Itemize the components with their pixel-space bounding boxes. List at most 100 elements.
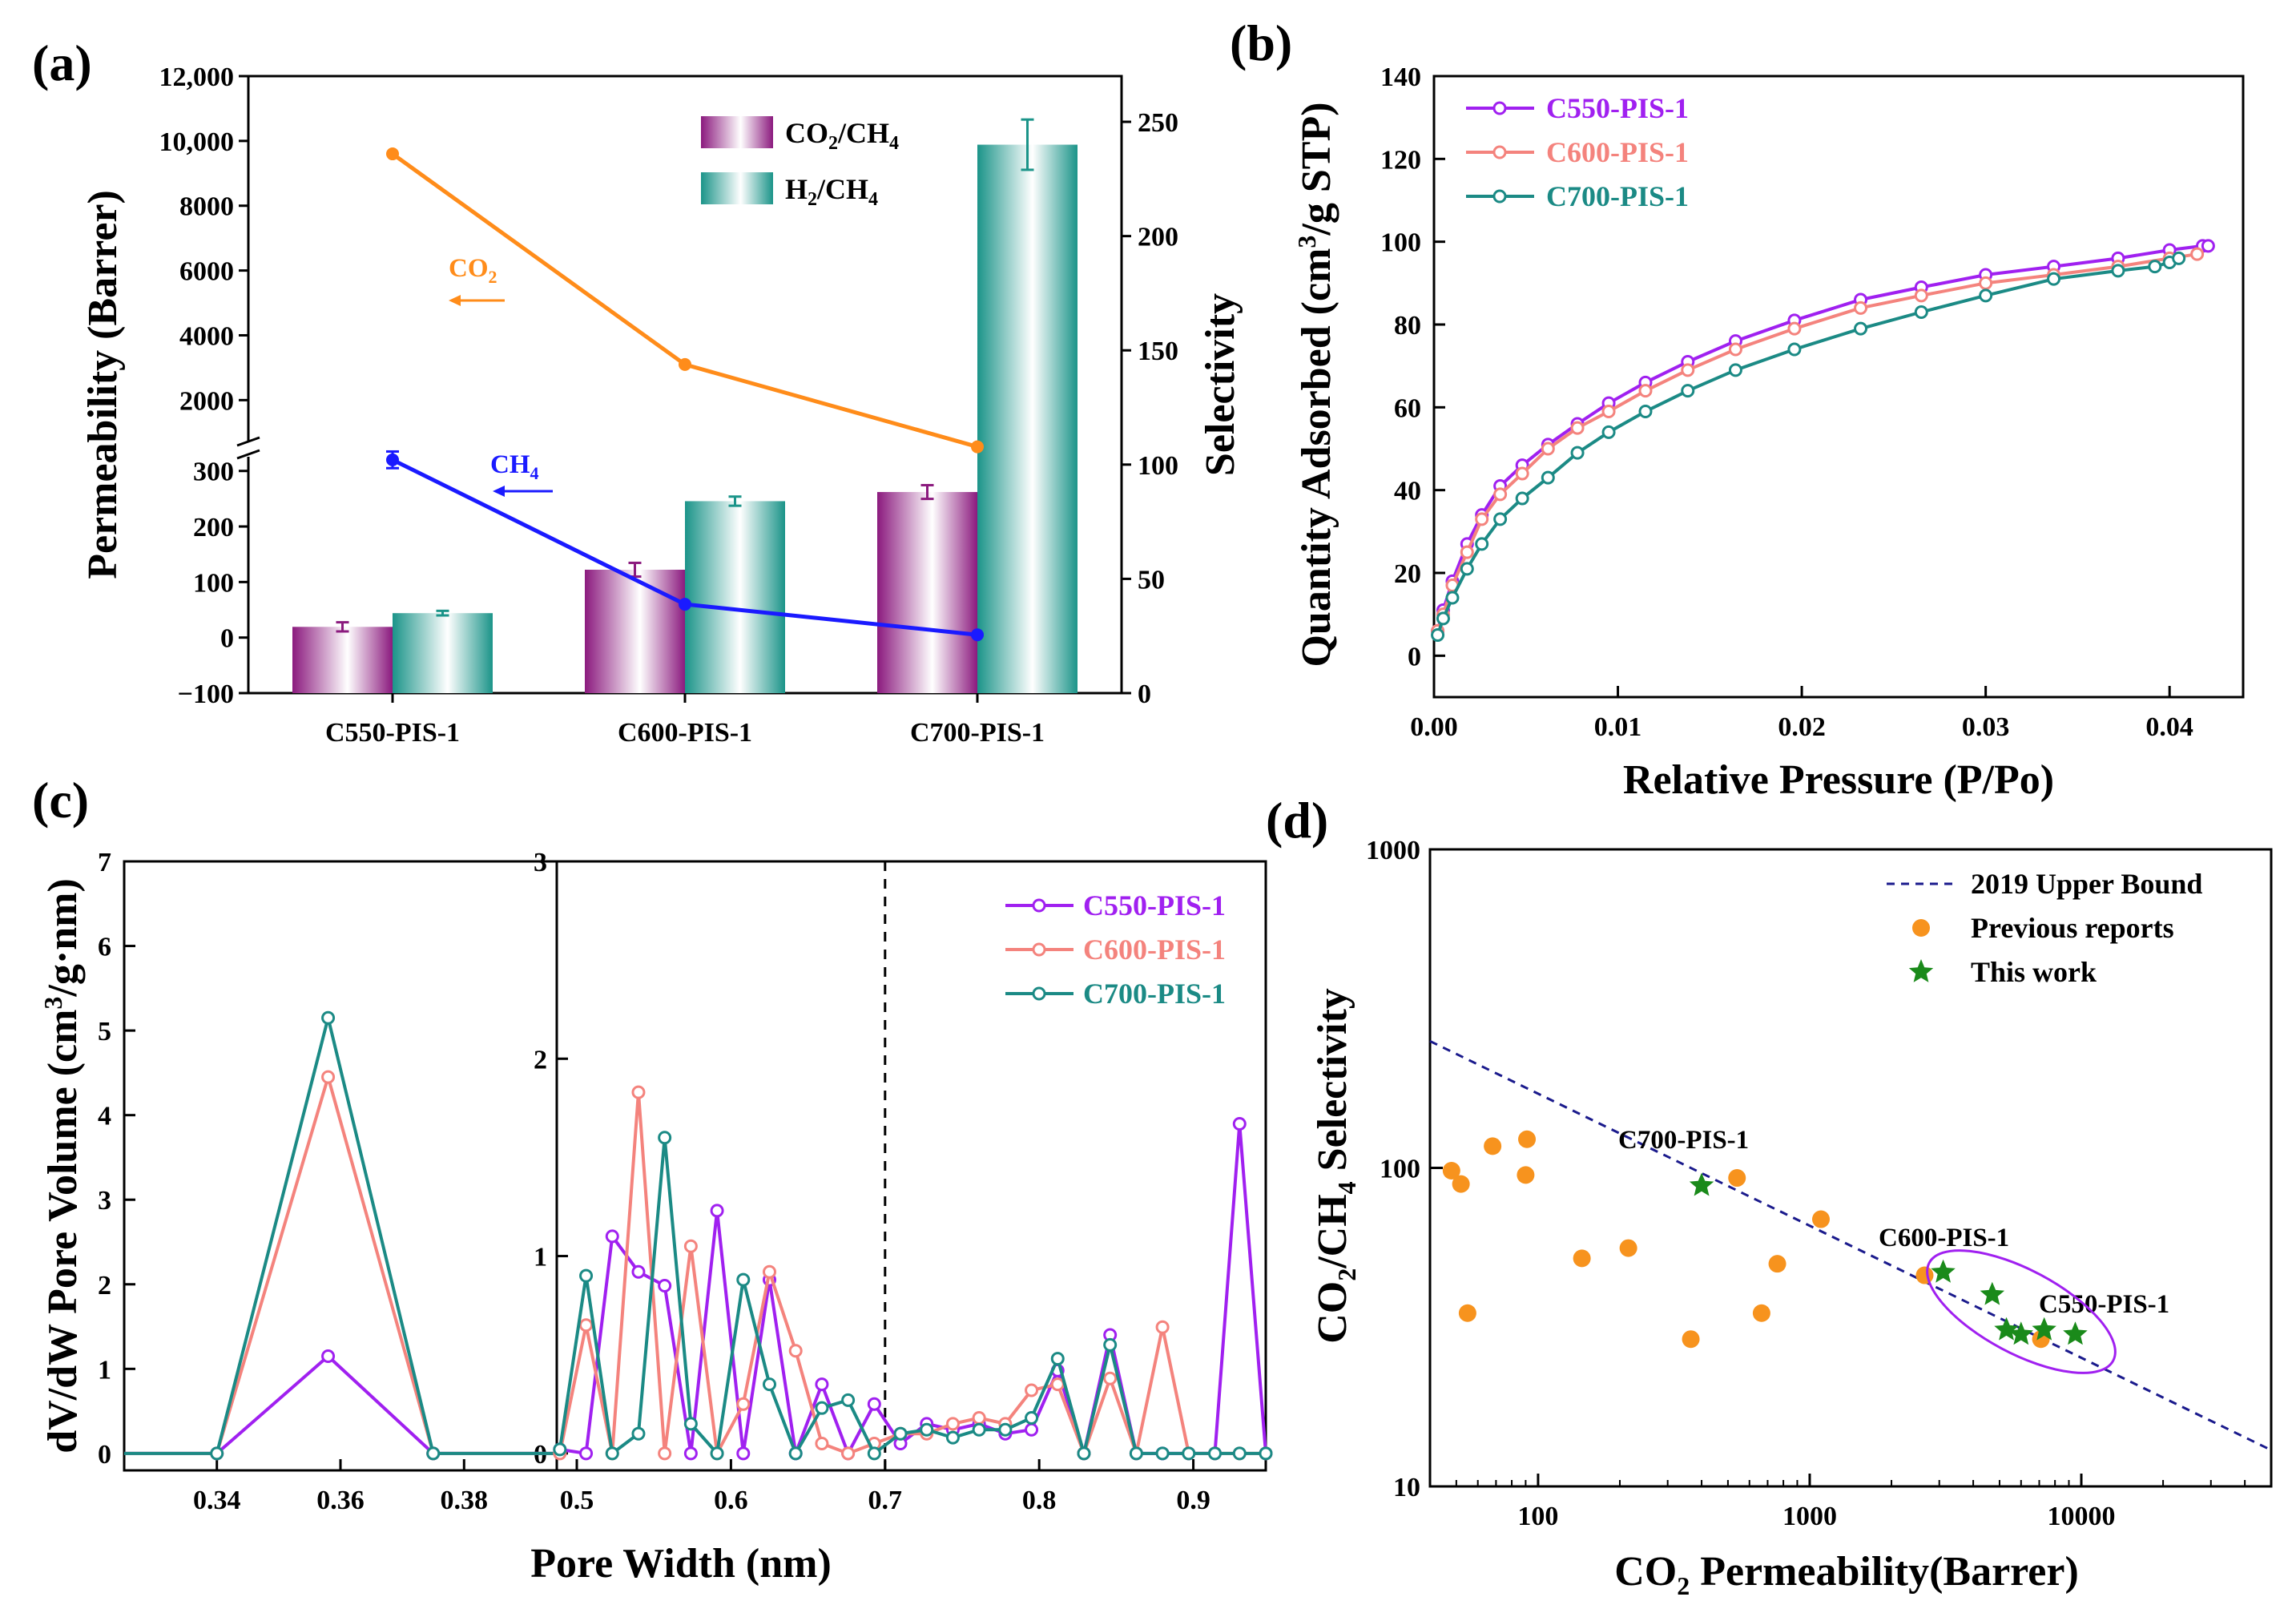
a-left-tick-label: −100 [178,679,234,709]
b-point-c700-pis-1 [1570,446,1585,460]
b-point-c600-pis-1 [1601,405,1616,418]
a-point-co2 [386,147,399,161]
d-y-tick-label: 1000 [1366,836,1420,865]
b-point-c600-pis-1 [1493,487,1508,502]
b-point-c600-pis-1 [1914,288,1928,303]
panel-label-c: (c) [32,772,89,829]
c-left-x-tick-label: 0.34 [193,1486,241,1515]
c-right-line-c700-pis-1 [558,1137,1266,1460]
panel-label-d: (d) [1266,792,1328,849]
c-right-point-c700-pis-1 [579,1268,594,1283]
c-right-point-c600-pis-1 [1025,1383,1039,1397]
c-right-point-c700-pis-1 [605,1446,619,1461]
c-left-x-tick-label: 0.36 [316,1486,365,1515]
b-point-c700-pis-1 [1979,288,1993,303]
d-legend-this-work-marker [1908,959,1934,982]
b-point-c600-pis-1 [1515,466,1529,481]
panel-c-left-frame [123,860,558,1472]
a-left-tick-label: 2000 [179,386,234,416]
c-right-point-c550-pis-1 [736,1446,751,1461]
a-left-tick-label: 300 [193,458,234,487]
c-right-point-c550-pis-1 [1025,1422,1039,1437]
b-point-c600-pis-1 [2190,247,2205,261]
b-point-c700-pis-1 [2148,260,2162,274]
c-left-point-c700-pis-1 [321,1010,336,1025]
c-right-y-tick-label: 3 [534,848,547,877]
a-right-tick-label: 150 [1138,337,1178,366]
d-this-work-point [2008,1321,2033,1345]
c-left-x-tick-label: 0.38 [441,1486,489,1515]
annot-ch4: CH4 [490,450,539,483]
panel-label-a: (a) [32,34,92,91]
panel-d-y-title: CO2/CH4 Selectivity [1310,988,1361,1344]
c-left-y-tick-label: 7 [98,848,111,877]
d-x-tick-label: 1000 [1782,1502,1837,1531]
c-right-point-c700-pis-1 [631,1426,646,1441]
a-left-tick-label: 8000 [179,192,234,222]
arrow-ch4-head [493,486,505,497]
c-right-point-c700-pis-1 [998,1422,1013,1437]
a-bar-co2-ch4 [585,570,685,693]
d-this-work-point [2032,1317,2056,1341]
d-legend-label: This work [1971,956,2097,988]
b-point-c700-pis-1 [1638,405,1653,418]
legend-swatch-h2-ch4 [701,172,773,204]
d-legend-label: Previous reports [1971,912,2174,944]
d-x-tick-label: 10000 [2048,1502,2116,1531]
d-this-work-point [1931,1259,1956,1283]
panel-c-legend: C550-PIS-1 C600-PIS-1 C700-PIS-1 [1005,889,1226,1010]
c-right-x-tick-label: 0.9 [1176,1486,1210,1515]
c-right-point-c700-pis-1 [736,1272,751,1287]
panel-a-break-mark-1 [236,436,260,447]
c-right-point-c700-pis-1 [1208,1446,1223,1461]
c-right-point-c700-pis-1 [1077,1446,1091,1461]
c-right-point-c550-pis-1 [815,1377,829,1392]
b-point-c700-pis-1 [1493,512,1508,526]
panel-c-right-frame [555,860,1267,1472]
c-right-point-c550-pis-1 [631,1264,646,1279]
c-right-point-c600-pis-1 [683,1239,698,1253]
panel-b-series [1431,239,2215,642]
panel-a-lines [386,147,984,642]
panel-d-frame [1428,848,2273,1488]
d-this-work-point [2063,1321,2088,1345]
b-point-c600-pis-1 [1728,342,1742,357]
panel-b-frame [1432,75,2245,699]
c-left-point-c700-pis-1 [210,1446,224,1461]
b-x-tick-label: 0.02 [1778,712,1826,742]
c-right-x-tick-label: 0.8 [1022,1486,1057,1515]
c-left-line-c550-pis-1 [124,1353,557,1455]
legend-label-co2-ch4: CO2/CH4 [785,117,899,154]
c-left-line-c700-pis-1 [124,1017,557,1455]
c-left-y-tick-label: 6 [98,933,111,962]
c-legend-label: C700-PIS-1 [1083,978,1226,1010]
d-previous-report-point [1458,1304,1476,1322]
b-y-tick-label: 140 [1380,63,1421,92]
b-point-c700-pis-1 [1728,363,1742,377]
c-left-y-tick-label: 1 [98,1355,111,1385]
a-left-tick-label: 100 [193,568,234,598]
b-point-c700-pis-1 [1436,611,1450,626]
b-legend-label: C550-PIS-1 [1546,92,1689,124]
panel-a-left-ticks: −100 0 100 200 300 2000 4000 6000 8000 10,000 12,0… [159,63,248,709]
panel-c-x-title: Pore Width (nm) [530,1541,832,1587]
panel-c-y-title: dV/dW Pore Volume (cm3/g·nm) [38,878,86,1454]
c-left-line-c600-pis-1 [124,1071,557,1455]
c-right-point-c700-pis-1 [788,1446,803,1461]
c-right-point-c700-pis-1 [763,1377,776,1392]
b-point-c600-pis-1 [1681,363,1695,377]
a-right-tick-label: 100 [1138,451,1178,481]
c-left-y-tick-label: 2 [98,1271,111,1301]
b-point-c550-pis-1 [2201,239,2215,253]
a-category-label: C700-PIS-1 [910,718,1045,748]
panel-a-chart: −1000100200300200040006000800010,00012,0… [80,63,1243,748]
d-previous-report-point [1752,1304,1770,1322]
c-left-point-c600-pis-1 [321,1070,336,1084]
c-legend-marker [1032,986,1046,1001]
a-bar-co2-ch4 [292,627,393,693]
b-legend-label: C600-PIS-1 [1546,136,1689,168]
b-y-tick-label: 100 [1380,228,1421,258]
d-previous-report-point [1517,1166,1535,1184]
